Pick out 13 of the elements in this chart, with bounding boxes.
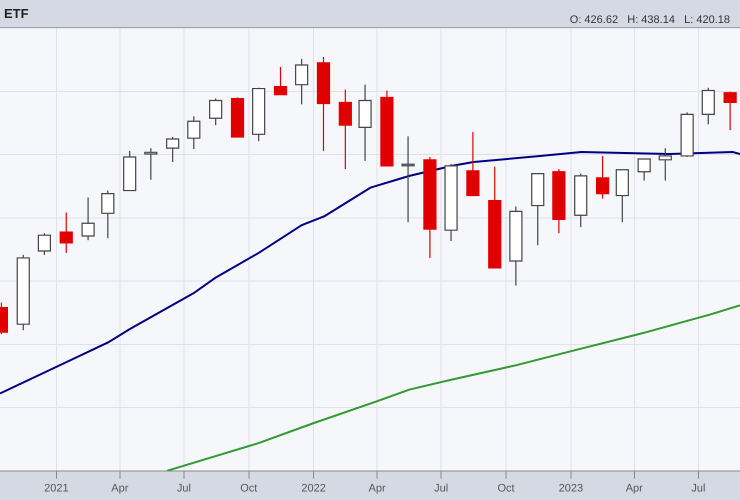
x-tick-label: Apr xyxy=(111,482,129,494)
x-tick-label: Jul xyxy=(434,482,448,494)
x-tick-label: 2023 xyxy=(558,482,584,494)
x-tick-label: Jul xyxy=(691,482,706,494)
x-tick-label: Apr xyxy=(368,482,386,494)
x-tick-label: Oct xyxy=(240,482,258,494)
x-tick-label: 2021 xyxy=(44,482,69,494)
text: O: 426.62 H: 438.14 L: 420.18 xyxy=(570,14,730,26)
x-tick-label: Oct xyxy=(497,482,515,494)
x-tick-label: 2022 xyxy=(301,482,326,494)
x-tick-label: Apr xyxy=(626,482,644,494)
x-tick-label: Jul xyxy=(176,482,191,494)
chart-title: ETF xyxy=(4,6,29,21)
